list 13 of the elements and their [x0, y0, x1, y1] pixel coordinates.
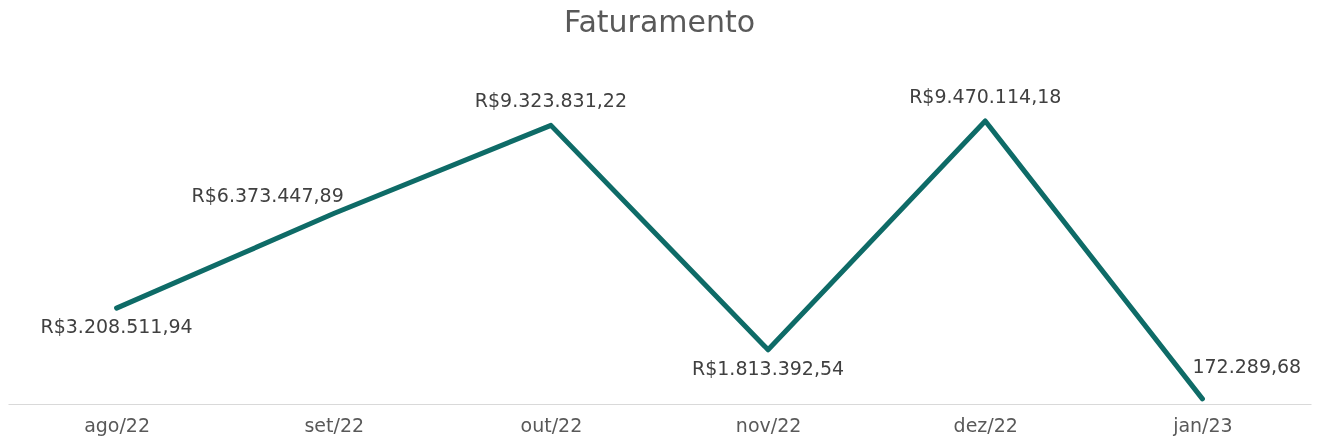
chart-title: Faturamento: [563, 4, 756, 39]
x-tick-label: nov/22: [735, 413, 802, 436]
data-label: R$9.470.114,18: [909, 85, 1062, 107]
data-label: 172.289,68: [1192, 354, 1302, 377]
x-tick-label: dez/22: [953, 413, 1018, 436]
data-label: R$9.323.831,22: [474, 89, 628, 112]
data-label: R$6.373.447,89: [191, 183, 344, 206]
data-label: R$3.208.511,94: [40, 315, 193, 338]
data-label: R$1.813.392,54: [691, 356, 845, 379]
x-tick-label: set/22: [304, 413, 365, 436]
x-tick-label: jan/23: [1172, 413, 1233, 436]
x-tick-label: out/22: [520, 413, 583, 436]
x-tick-label: ago/22: [84, 413, 151, 436]
